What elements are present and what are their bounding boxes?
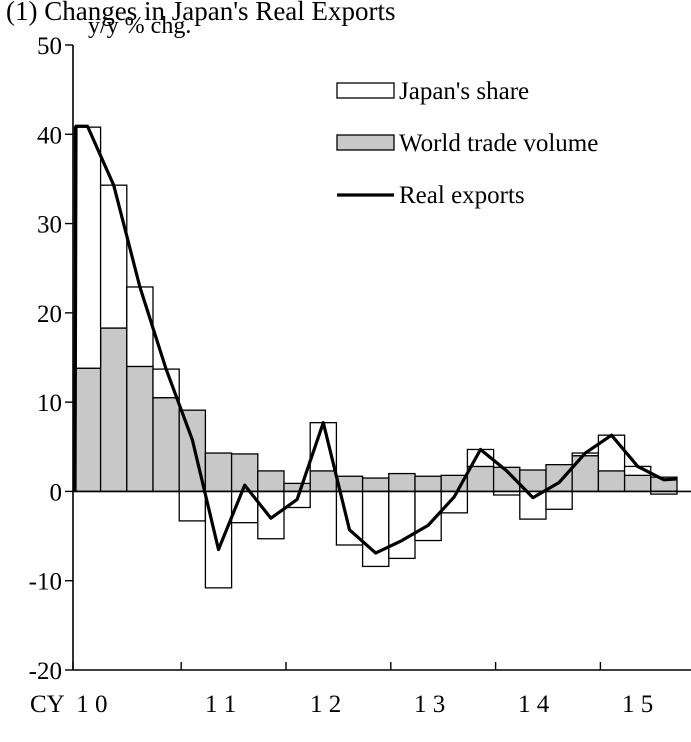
world-trade-bar xyxy=(204,452,233,493)
world-trade-bar xyxy=(597,470,626,493)
x-tick-label: 1 1 xyxy=(205,691,236,718)
y-tick-label: 50 xyxy=(37,33,62,60)
y-tick-label: 10 xyxy=(37,390,62,417)
y-tick-label: -20 xyxy=(29,658,62,685)
y-tick-label: -10 xyxy=(29,569,62,596)
japan-share-bar xyxy=(388,490,416,560)
japan-share-bar xyxy=(73,126,102,369)
world-trade-bar xyxy=(414,475,442,493)
legend-swatch-world-trade-volume xyxy=(336,134,395,151)
world-trade-bar xyxy=(73,367,102,493)
world-trade-bar xyxy=(309,470,338,493)
x-tick-label: CY 1 0 xyxy=(30,691,108,718)
x-tick-label: 1 3 xyxy=(414,691,445,718)
japan-share-bar xyxy=(361,490,390,568)
world-trade-bar xyxy=(466,465,495,493)
japan-share-bar xyxy=(99,184,128,329)
axes: -20 -10 0 10 20 30 40 50 CY 1 0 1 1 1 2 1 3 1 4 1 5 xyxy=(29,33,691,718)
legend: Japan's share World trade volume Real expo… xyxy=(336,78,598,209)
world-trade-bar xyxy=(152,397,180,493)
world-trade-bar xyxy=(126,365,154,493)
x-tick-label: 1 4 xyxy=(518,691,550,718)
japan-share-bar xyxy=(126,286,154,368)
world-trade-bar xyxy=(257,470,285,493)
world-trade-bar xyxy=(388,472,416,493)
world-trade-bar xyxy=(283,482,311,493)
real-exports-line xyxy=(73,124,678,555)
y-tick-label: 20 xyxy=(37,301,62,328)
x-tick-label: 1 2 xyxy=(310,691,341,718)
y-axis-label: y/y % chg. xyxy=(88,13,191,39)
x-tick-label: 1 5 xyxy=(622,691,653,718)
japan-share-bar xyxy=(257,490,285,540)
japan-share-bar xyxy=(178,490,207,522)
legend-label-japans-share: Japan's share xyxy=(399,78,529,105)
y-tick-label: 40 xyxy=(37,122,62,149)
world-trade-bar xyxy=(623,474,652,493)
legend-swatch-japans-share xyxy=(336,82,395,99)
legend-label-real-exports: Real exports xyxy=(399,182,525,209)
legend-label-world-trade-volume: World trade volume xyxy=(399,130,598,157)
plot-area xyxy=(73,124,678,589)
world-trade-bar xyxy=(361,477,390,493)
y-tick-label: 30 xyxy=(37,212,62,239)
chart-title: (1) Changes in Japan's Real Exports xyxy=(6,0,396,26)
japan-share-bar xyxy=(545,490,573,510)
world-trade-bar xyxy=(99,327,128,493)
y-tick-label: 0 xyxy=(50,479,63,506)
